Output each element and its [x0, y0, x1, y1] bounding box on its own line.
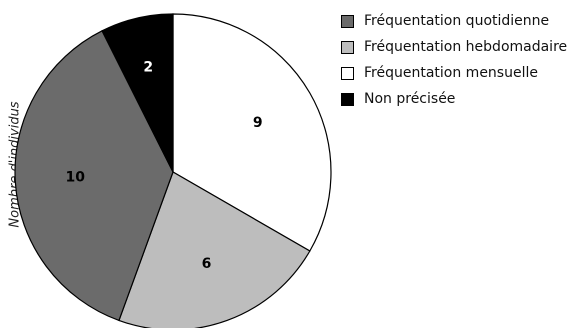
legend-swatch	[341, 40, 354, 54]
pie-slice-frequentation-mensuelle	[172, 13, 332, 252]
data-label-frequentation-hebdomadaire: 6	[202, 256, 212, 272]
pie-labels: 9 6 10 2	[65, 60, 262, 273]
data-label-frequentation-mensuelle: 9	[253, 115, 263, 131]
data-label-frequentation-quotidienne: 10	[65, 170, 85, 186]
legend-swatch	[341, 14, 354, 28]
legend-item-frequentation-mensuelle: Fréquentation mensuelle	[341, 62, 567, 84]
legend-item-frequentation-hebdomadaire: Fréquentation hebdomadaire	[341, 36, 567, 58]
legend-item-non-precisee: Non précisée	[341, 88, 567, 110]
legend-label: Fréquentation quotidienne	[364, 13, 550, 29]
pie-slices	[14, 13, 332, 328]
legend-label: Fréquentation hebdomadaire	[364, 39, 568, 55]
data-label-non-precisee: 2	[143, 60, 153, 76]
legend-swatch	[341, 92, 354, 106]
pie-slice-frequentation-hebdomadaire	[118, 171, 311, 328]
legend-swatch	[341, 66, 354, 80]
pie-slice-frequentation-quotidienne	[14, 30, 174, 322]
legend-label: Fréquentation mensuelle	[364, 65, 538, 81]
legend-item-frequentation-quotidienne: Fréquentation quotidienne	[341, 10, 567, 32]
pie-slice-non-precisee	[101, 13, 174, 173]
legend-label: Non précisée	[364, 91, 456, 107]
legend: Fréquentation quotidienne Fréquentation h…	[341, 10, 567, 114]
